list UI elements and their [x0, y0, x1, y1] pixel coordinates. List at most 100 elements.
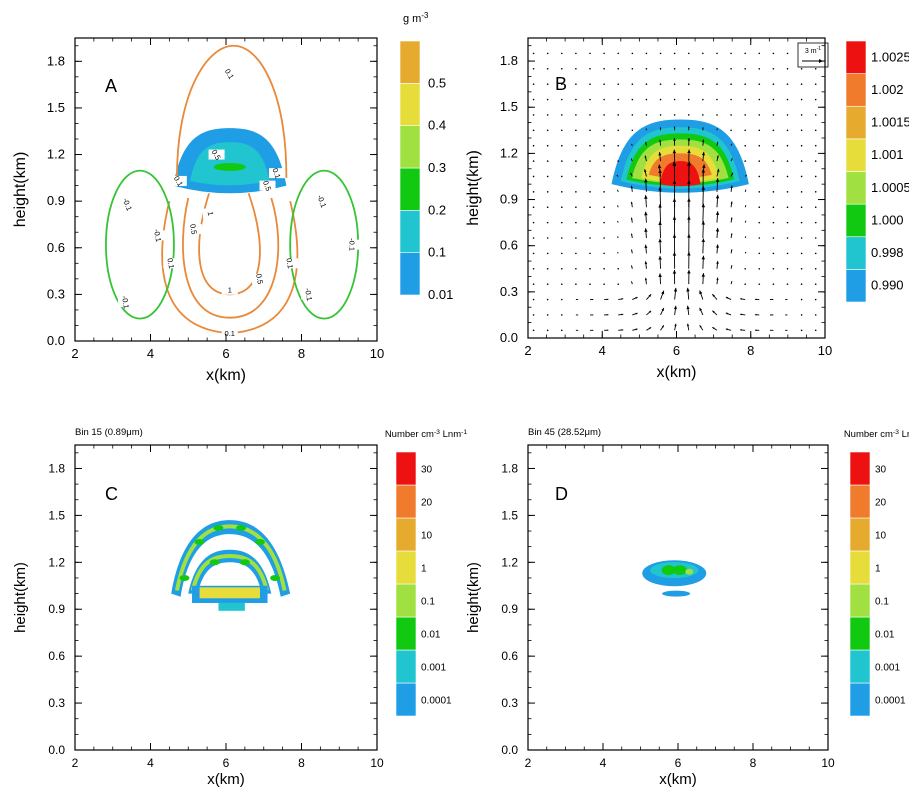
vector-dot	[773, 130, 775, 132]
vector-dot	[716, 68, 718, 70]
vector-dot	[674, 114, 676, 116]
shade-blob	[195, 539, 205, 545]
vector-head	[716, 211, 719, 215]
colorbar-label: 10	[875, 531, 887, 542]
vector-dot	[547, 114, 549, 116]
vector-dot	[533, 314, 535, 316]
vector-head	[621, 329, 623, 331]
vector-dot	[533, 206, 535, 208]
colorbar-label: 0.001	[875, 663, 900, 674]
vector-dot	[758, 237, 760, 239]
colorbar-label: 1	[421, 564, 427, 575]
reference-vector-box	[798, 43, 828, 67]
vector-dot	[730, 99, 732, 101]
vector-dot	[547, 206, 549, 208]
y-tick-label: 0.0	[500, 330, 518, 345]
vector-dot	[603, 160, 605, 162]
vector-dot	[646, 114, 648, 116]
vector-head	[607, 314, 609, 315]
vector-dot	[758, 222, 760, 224]
vector-dot	[603, 68, 605, 70]
vector-dot	[547, 237, 549, 239]
colorbar-label: 1.0015	[871, 115, 909, 130]
x-tick-label: 8	[298, 756, 305, 770]
vector-dot	[533, 83, 535, 85]
vector-dot	[561, 330, 563, 332]
vector-dot	[575, 68, 577, 70]
vector-head	[607, 329, 609, 330]
y-tick-label: 1.8	[48, 461, 65, 475]
colorbar-box	[850, 551, 870, 584]
vector-dot	[744, 68, 746, 70]
vector-dot	[758, 191, 760, 193]
vector-head	[644, 195, 647, 199]
vector-dot	[758, 206, 760, 208]
vector-dot	[758, 68, 760, 70]
vector-dot	[744, 99, 746, 101]
x-axis-label: x(km)	[206, 367, 246, 384]
vector-dot	[716, 83, 718, 85]
vector-dot	[603, 253, 605, 255]
vector-dot	[561, 268, 563, 270]
vector-dot	[702, 68, 704, 70]
colorbar-box	[400, 210, 420, 252]
vector-dot	[744, 160, 746, 162]
panel-left-title: Bin 45 (28.52μm)	[528, 427, 601, 438]
vector-dot	[575, 160, 577, 162]
vector-dot	[632, 114, 634, 116]
vector-dot	[660, 99, 662, 101]
colorbar-label: 0.1	[875, 597, 889, 608]
vector-dot	[575, 145, 577, 147]
vector-dot	[561, 160, 563, 162]
vector-dot	[801, 191, 803, 193]
vector-dot	[716, 114, 718, 116]
x-axis-label: x(km)	[657, 364, 697, 381]
colorbar-label: 20	[421, 498, 433, 509]
x-tick-label: 2	[71, 346, 78, 361]
vector-dot	[589, 237, 591, 239]
colorbar-box	[846, 269, 866, 302]
vector-dot	[603, 222, 605, 224]
colorbar-label: 1	[875, 564, 881, 575]
colorbar-box	[850, 518, 870, 551]
vector-head	[607, 299, 609, 300]
vector-dot	[773, 206, 775, 208]
vector-dot	[787, 268, 789, 270]
y-tick-label: 0.9	[501, 602, 518, 616]
vector-dot	[547, 99, 549, 101]
panel-label: C	[105, 484, 118, 504]
shade-base-mid	[200, 587, 260, 598]
vector-dot	[617, 130, 619, 132]
colorbar-label: 0.01	[421, 630, 441, 641]
vector-dot	[815, 283, 817, 285]
vector-dot	[815, 253, 817, 255]
vector-dot	[589, 68, 591, 70]
vector-dot	[589, 206, 591, 208]
x-tick-label: 10	[818, 343, 832, 358]
vector-dot	[801, 160, 803, 162]
colorbar-label: 0.01	[428, 287, 453, 302]
vector-head	[755, 299, 757, 301]
vector-dot	[561, 145, 563, 147]
colorbar-label: 0.0001	[875, 696, 906, 707]
vector-dot	[815, 299, 817, 301]
text-span: Lnm	[899, 429, 909, 440]
vector-dot	[561, 283, 563, 285]
vector-dot	[758, 130, 760, 132]
contour-label: 0.1	[284, 257, 295, 269]
y-tick-label: 0.0	[48, 743, 65, 757]
y-tick-label: 1.8	[47, 53, 65, 68]
y-tick-label: 0.3	[47, 286, 65, 301]
text-span: Number cm	[385, 429, 434, 440]
colorbar-label: 30	[875, 465, 887, 476]
vector-dot	[787, 145, 789, 147]
colorbar-box	[846, 41, 866, 74]
vector-dot	[561, 68, 563, 70]
y-tick-label: 0.6	[48, 649, 65, 663]
vector-dot	[575, 53, 577, 55]
vector-dot	[533, 268, 535, 270]
colorbar-box	[846, 106, 866, 139]
vector-dot	[589, 222, 591, 224]
